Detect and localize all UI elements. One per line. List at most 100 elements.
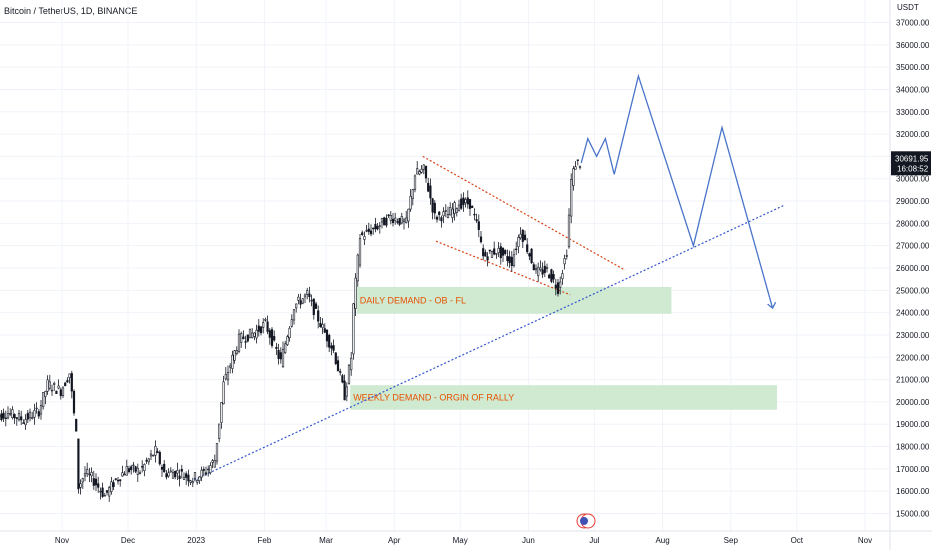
candle-body (319, 322, 322, 327)
candle-body (314, 303, 318, 309)
candle-body (416, 168, 419, 175)
candle-body (402, 219, 406, 223)
candle-body (345, 386, 348, 397)
y-tick-label: 28000.00 (896, 219, 930, 228)
candle-body (572, 168, 575, 186)
candle-body (253, 332, 256, 337)
candle-body (92, 478, 95, 486)
candle-body (215, 443, 219, 462)
y-tick-label: 36000.00 (896, 41, 930, 50)
candle-body (389, 215, 392, 221)
candle-body (486, 256, 489, 261)
candle-body (528, 253, 531, 257)
candle-body (369, 230, 373, 235)
candle-body (180, 468, 183, 472)
candle-body (174, 470, 177, 478)
candle-body (13, 414, 16, 419)
candle-body (158, 451, 161, 465)
x-tick-label: Apr (388, 536, 401, 545)
candle-body (167, 472, 170, 477)
candle-body (433, 202, 436, 214)
candle-body (383, 217, 386, 226)
candle-body (176, 470, 179, 474)
candle-body (457, 204, 461, 212)
candle-body (526, 244, 529, 253)
candle-body (88, 473, 91, 476)
candle-body (94, 478, 98, 486)
candle-body (554, 284, 557, 289)
candle-body (114, 478, 117, 480)
candle-body (154, 445, 157, 456)
candle-body (420, 168, 423, 173)
candle-body (156, 451, 159, 453)
candle-body (15, 417, 18, 419)
candle-body (169, 470, 172, 473)
candle-body (99, 490, 102, 493)
candle-body (171, 472, 175, 479)
candle-body (352, 303, 355, 355)
x-tick-label: Nov (55, 536, 69, 545)
candle-body (387, 214, 390, 216)
candle-body (515, 248, 518, 251)
candle-body (48, 381, 51, 389)
candle-body (374, 224, 377, 230)
candle-body (521, 229, 524, 242)
candle-body (187, 474, 190, 482)
candle-body (68, 373, 71, 378)
candle-body (33, 410, 36, 418)
candle-body (356, 254, 359, 282)
candle-body (119, 479, 122, 482)
candle-body (438, 211, 441, 216)
candle-body (185, 473, 188, 478)
event-flag-icon (576, 513, 596, 529)
candle-body (4, 417, 7, 420)
x-tick-label: Feb (258, 536, 272, 545)
candle-body (26, 413, 29, 420)
candle-body (220, 402, 223, 423)
candle-body (116, 479, 120, 482)
candle-body (310, 299, 313, 302)
candle-body (130, 466, 133, 470)
candle-body (103, 495, 106, 497)
candle-body (213, 460, 216, 468)
candle-body (519, 233, 522, 239)
candle-body (510, 256, 513, 266)
candle-body (244, 341, 247, 343)
candle-body (222, 381, 225, 405)
y-tick-label: 27000.00 (896, 242, 930, 251)
candle-body (257, 325, 260, 332)
x-tick-label: Jun (522, 536, 535, 545)
candle-body (422, 164, 425, 170)
candle-body (270, 329, 274, 346)
candle-body (512, 254, 516, 266)
candle-body (325, 329, 329, 342)
candle-body (451, 208, 454, 219)
candle-body (125, 466, 128, 476)
candle-body (449, 207, 452, 216)
candle-body (409, 196, 412, 210)
candle-body (251, 332, 254, 338)
candle-body (24, 419, 27, 426)
y-tick-label: 21000.00 (896, 376, 930, 385)
event-flag-icon (580, 517, 588, 525)
candle-body (367, 228, 370, 232)
candle-body (165, 473, 168, 478)
candle-body (290, 319, 293, 327)
candle-body (475, 219, 478, 222)
candle-body (530, 248, 533, 264)
candle-body (473, 213, 476, 216)
candle-body (204, 472, 208, 475)
candle-body (565, 255, 568, 257)
candle-body (273, 336, 276, 341)
candle-body (442, 211, 445, 217)
candle-body (57, 385, 60, 389)
price-candles (0, 159, 582, 502)
candle-body (506, 256, 509, 262)
candle-body (490, 250, 494, 258)
candle-body (517, 237, 520, 248)
candle-body (202, 469, 205, 471)
candle-body (292, 309, 296, 321)
candle-body (394, 217, 397, 221)
candle-body (105, 490, 109, 493)
